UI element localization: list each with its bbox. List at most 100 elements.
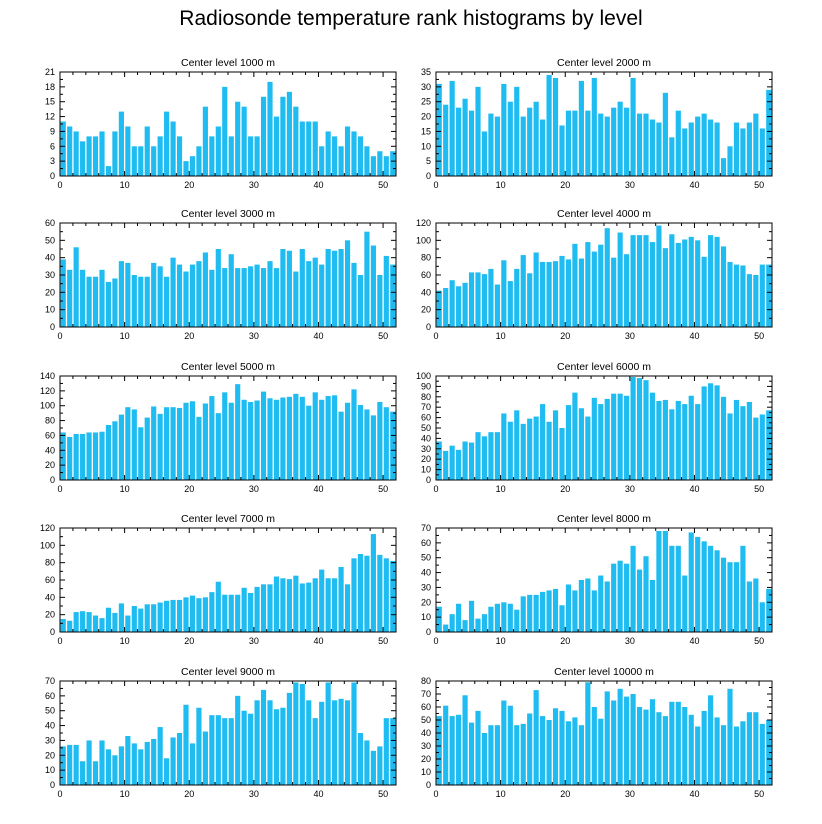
panel-8-bar <box>520 596 526 632</box>
panel-5-bar <box>248 402 254 480</box>
panel-5-bar <box>332 395 338 480</box>
panel-1-bar <box>306 121 312 176</box>
panel-2-bar <box>714 122 720 176</box>
panel-4-bar <box>572 243 578 327</box>
panel-3-bar <box>86 276 92 327</box>
panel-9-xtick-label: 0 <box>57 789 62 799</box>
panel-1-bar <box>357 136 364 176</box>
panel-6-bar <box>436 441 442 480</box>
panel-2-bar <box>475 86 481 176</box>
panel-6-bar <box>733 399 740 480</box>
panel-7-bar <box>383 558 389 632</box>
panel-8-bar <box>688 532 694 632</box>
panel-5-bar <box>189 401 196 480</box>
panel-10-ytick-label: 0 <box>426 780 431 790</box>
panel-3-ytick-label: 20 <box>45 287 55 297</box>
panel-4-bar <box>494 284 500 327</box>
panel-3-xtick-label: 20 <box>184 331 194 341</box>
panel-2-bar <box>488 113 494 176</box>
panel-2-ytick-label: 10 <box>421 141 431 151</box>
panel-1-bar <box>99 131 105 176</box>
panel-5-xtick-label: 20 <box>184 484 194 494</box>
panel-1-bar <box>144 126 150 176</box>
panel-10-xtick-label: 20 <box>560 789 570 799</box>
panel-3-bar <box>273 268 280 327</box>
panel-7-bar <box>80 611 86 632</box>
panel-10-bar <box>604 691 610 785</box>
panel-7-bar <box>99 618 105 632</box>
panel-1-bar <box>248 136 254 176</box>
panel-6-bar <box>494 432 500 480</box>
panel-2-bar <box>740 128 746 176</box>
panel-6-bar <box>481 436 488 480</box>
panel-7-bar <box>286 579 292 632</box>
panel-6-bar <box>520 423 526 480</box>
panel-10-bar <box>759 723 765 785</box>
panel-6-bar <box>766 410 772 480</box>
panel-1-bar <box>183 161 189 176</box>
panel-9-bar <box>241 710 247 785</box>
panel-1-ytick-label: 21 <box>45 67 55 77</box>
panel-6-bar <box>759 414 765 480</box>
panel-4-bar <box>662 248 668 327</box>
panel-5-bar <box>357 404 364 480</box>
panel-9-bar <box>332 700 338 785</box>
panel-8-bar <box>669 545 675 632</box>
panel-2-bar <box>643 113 649 176</box>
panel-3-bar <box>241 268 247 327</box>
panel-6-bar <box>507 421 513 480</box>
panel-6-bar <box>714 385 720 480</box>
panel-4-bar <box>695 240 701 327</box>
panel-1-bar <box>235 101 241 176</box>
panel-4-bar <box>708 235 714 327</box>
panel-8-bar <box>630 545 636 632</box>
panel-6-ytick-label: 40 <box>421 433 431 443</box>
panel-1-bar <box>383 156 389 176</box>
panel-6-bar <box>572 392 578 480</box>
panel-3-bar <box>202 252 208 327</box>
panel-7-bar <box>370 534 376 632</box>
panel-1-bar <box>73 131 79 176</box>
panel-7-xtick-label: 20 <box>184 636 194 646</box>
panel-8-bar <box>604 581 610 632</box>
panel-6-ytick-label: 60 <box>421 413 431 423</box>
panel-9-bar <box>254 700 260 785</box>
panel-10-bar <box>468 722 475 785</box>
panel-5-bar <box>176 407 183 480</box>
panel-2-bar <box>501 83 507 176</box>
panel-8-bar <box>682 575 688 632</box>
panel-8-bar <box>714 550 720 632</box>
panel-6-ytick-label: 70 <box>421 402 431 412</box>
panel-1-bar <box>86 136 92 176</box>
panel-6-bar <box>488 432 494 480</box>
panel-9-bar <box>383 718 389 785</box>
panel-5-xtick-label: 10 <box>120 484 130 494</box>
panel-7-ytick-label: 20 <box>45 610 55 620</box>
panel-8-bar <box>533 594 539 632</box>
panel-5-bar <box>260 391 267 480</box>
panel-8-xtick-label: 50 <box>754 636 764 646</box>
panel-9-bar <box>196 707 202 785</box>
panel-7-bar <box>164 600 170 632</box>
panel-1-bar <box>254 136 260 176</box>
panel-8-bar <box>733 562 740 632</box>
panel-2-bar <box>468 110 475 176</box>
panel-6-bar <box>585 416 591 480</box>
panel-3-bar <box>293 271 299 327</box>
panel-3-bar <box>138 276 144 327</box>
panel-5-bar <box>105 425 112 480</box>
panel-10-bar <box>617 688 623 785</box>
panel-7-bar <box>260 584 267 632</box>
panel-8-bar <box>740 545 746 632</box>
panel-2-bar <box>675 110 681 176</box>
panel-10-xtick-label: 0 <box>433 789 438 799</box>
panel-10-bar <box>675 701 681 785</box>
panel-6-ytick-label: 0 <box>426 475 431 485</box>
panel-9-bar <box>260 689 267 785</box>
panel-7-bar <box>241 587 247 632</box>
panel-7-bar <box>215 581 221 632</box>
panel-9-bar <box>80 761 86 785</box>
panel-7-bar <box>125 615 131 632</box>
panel-10-bar <box>720 725 727 785</box>
